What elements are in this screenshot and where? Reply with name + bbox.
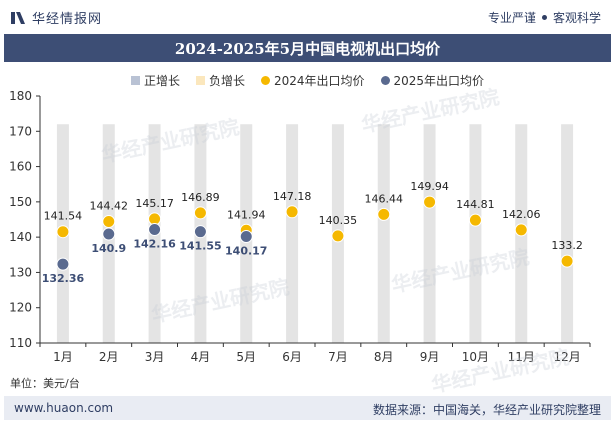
category-band xyxy=(469,124,482,343)
data-label-2025: 140.9 xyxy=(91,242,126,255)
x-tick-label: 2月 xyxy=(99,350,119,364)
x-tick-label: 6月 xyxy=(282,350,302,364)
top-bar: 华经情报网 专业严谨 客观科学 xyxy=(0,0,615,34)
data-label-2025: 142.16 xyxy=(133,238,176,251)
point-2024 xyxy=(423,195,437,209)
point-2025 xyxy=(239,230,253,244)
tag-objective: 客观科学 xyxy=(552,11,601,25)
point-2024 xyxy=(377,207,391,221)
data-label-2025: 141.55 xyxy=(179,240,221,253)
category-band xyxy=(423,124,436,343)
footer-website: www.huaon.com xyxy=(14,401,114,415)
chart-title: 2024-2025年5月中国电视机出口均价 xyxy=(174,39,441,58)
category-band xyxy=(377,124,390,343)
x-tick-label: 9月 xyxy=(420,350,440,364)
data-label-2024: 140.35 xyxy=(319,214,358,227)
tag-professional: 专业严谨 xyxy=(487,11,536,25)
data-label-2024: 141.54 xyxy=(44,210,83,223)
data-label-2025: 132.36 xyxy=(42,272,85,285)
point-2024 xyxy=(102,215,116,229)
data-label-2024: 133.2 xyxy=(551,239,583,252)
x-tick-label: 7月 xyxy=(328,350,348,364)
legend-item-2024: 2024年出口均价 xyxy=(260,72,365,89)
point-2024 xyxy=(514,223,528,237)
data-label-2024: 141.94 xyxy=(227,208,266,221)
legend-swatch-2025 xyxy=(380,76,390,85)
x-tick-label: 10月 xyxy=(462,350,489,364)
legend-item-positive: 正增长 xyxy=(130,72,180,89)
legend-swatch-negative xyxy=(195,76,205,85)
y-tick-label: 140 xyxy=(9,230,32,244)
chart-plot: 110 120 130 140 150 160 170 180 1月 2月 3月 4月 5月 6月 7月 8月… xyxy=(9,89,591,364)
y-tick-label: 120 xyxy=(9,301,32,315)
legend-label-2024: 2024年出口均价 xyxy=(273,74,365,88)
point-2024 xyxy=(468,213,482,227)
legend-swatch-positive xyxy=(130,76,140,85)
point-2024 xyxy=(560,254,574,268)
point-2024 xyxy=(331,229,345,243)
data-label-2024: 144.42 xyxy=(90,200,129,213)
point-2025 xyxy=(102,227,116,241)
category-band xyxy=(561,124,574,343)
unit-label: 单位：美元/台 xyxy=(10,377,80,390)
data-label-2024: 142.06 xyxy=(502,208,541,221)
data-label-2025: 140.17 xyxy=(225,245,267,258)
huajing-logo-icon xyxy=(11,11,25,24)
legend-swatch-2024 xyxy=(260,76,270,85)
legend-label-2025: 2025年出口均价 xyxy=(393,74,485,88)
legend-item-2025: 2025年出口均价 xyxy=(380,72,485,89)
y-tick-label: 180 xyxy=(9,89,32,103)
point-2024 xyxy=(56,225,70,239)
title-bar: 2024-2025年5月中国电视机出口均价 xyxy=(4,34,611,62)
y-tick-label: 130 xyxy=(9,265,32,279)
point-2025 xyxy=(56,257,70,271)
data-label-2024: 145.17 xyxy=(135,197,174,210)
brand-name: 华经情报网 xyxy=(32,12,103,27)
x-tick-label: 1月 xyxy=(53,350,73,364)
legend-label-negative: 负增长 xyxy=(208,74,245,88)
y-tick-label: 150 xyxy=(9,195,32,209)
footer-source: 数据来源：中国海关，华经产业研究院整理 xyxy=(372,403,601,417)
data-label-2024: 149.94 xyxy=(410,180,449,193)
legend-item-negative: 负增长 xyxy=(195,72,245,89)
x-tick-label: 11月 xyxy=(508,350,535,364)
data-label-2024: 146.89 xyxy=(181,191,220,204)
point-2025 xyxy=(148,223,162,237)
footer-bar: www.huaon.com 数据来源：中国海关，华经产业研究院整理 xyxy=(4,396,611,420)
header-tags: 专业严谨 客观科学 xyxy=(488,9,601,26)
y-tick-label: 160 xyxy=(9,160,32,174)
y-tick-label: 170 xyxy=(9,124,32,138)
data-label-2024: 147.18 xyxy=(273,190,312,203)
point-2024 xyxy=(285,205,299,219)
y-tick-label: 110 xyxy=(9,336,32,350)
chart-legend: 正增长 负增长 2024年出口均价 2025年出口均价 xyxy=(0,72,615,89)
point-2024 xyxy=(193,206,207,220)
data-label-2024: 144.81 xyxy=(456,198,495,211)
legend-label-positive: 正增长 xyxy=(143,74,180,88)
separator-dot-icon xyxy=(541,15,547,20)
x-tick-label: 3月 xyxy=(145,350,165,364)
x-tick-label: 8月 xyxy=(374,350,394,364)
data-label-2024: 146.44 xyxy=(365,192,404,205)
x-tick-label: 4月 xyxy=(191,350,211,364)
category-band xyxy=(286,124,299,343)
x-tick-label: 5月 xyxy=(236,350,256,364)
x-tick-label: 12月 xyxy=(553,350,580,364)
brand: 华经情报网 xyxy=(10,8,102,27)
point-2025 xyxy=(193,225,207,239)
